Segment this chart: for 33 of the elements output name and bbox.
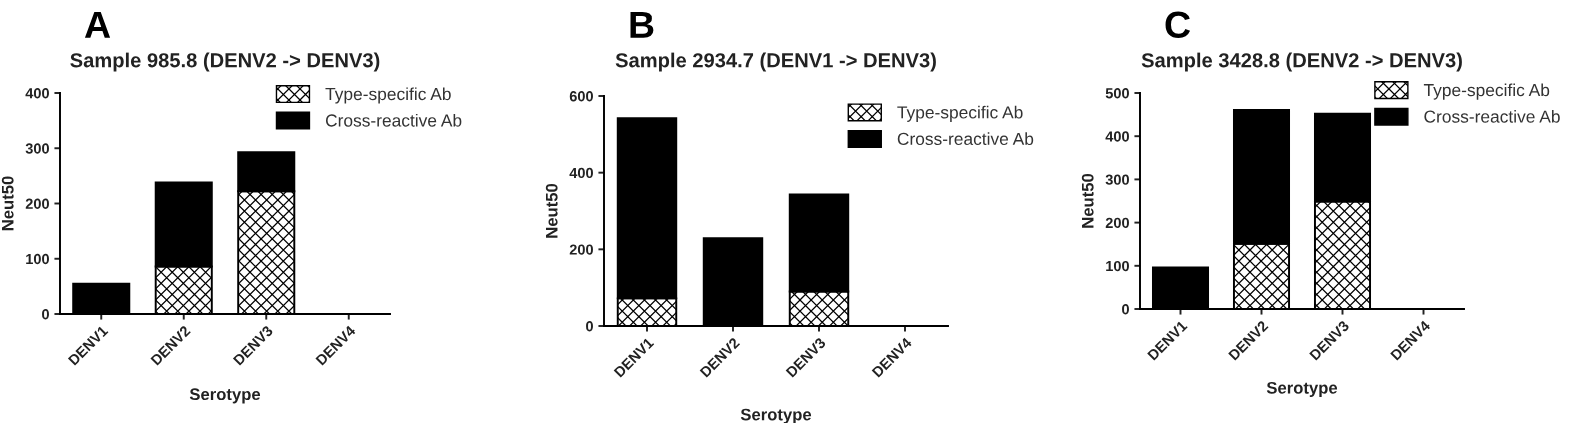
legend-label: Cross-reactive Ab (325, 113, 462, 127)
legend-label: Type-specific Ab (325, 87, 451, 104)
y-tick-label: 400 (569, 167, 593, 179)
y-tick-label: 400 (1105, 131, 1129, 142)
x-axis-title: Serotype (1266, 381, 1338, 398)
y-tick-label: 300 (1105, 174, 1129, 185)
y-axis-title: Neut50 (1081, 173, 1094, 228)
y-tick-label: 200 (25, 198, 49, 209)
y-tick-label: 400 (25, 88, 49, 99)
legend-label: Type-specific Ab (1423, 83, 1550, 100)
y-tick-label: 0 (586, 321, 593, 332)
y-axis-title: Neut50 (545, 183, 558, 238)
chart-subtitle: Sample 985.8 (DENV2 -> DENV3) (70, 52, 380, 72)
y-tick-label: 100 (1106, 260, 1129, 272)
chart-title: A (84, 11, 111, 38)
y-axis-title: Neut50 (1, 176, 14, 231)
y-tick-label: 100 (26, 253, 49, 265)
chart-title: B (630, 11, 654, 38)
chart-subtitle: Sample 3428.8 (DENV2 -> DENV3) (1141, 52, 1462, 72)
x-axis-title: Serotype (189, 388, 261, 404)
x-axis-title: Serotype (740, 408, 812, 423)
y-tick-label: 0 (42, 309, 49, 320)
legend-label: Cross-reactive Ab (1424, 109, 1560, 123)
chart-title: C (1165, 11, 1191, 39)
y-tick-label: 0 (1122, 304, 1129, 315)
chart-subtitle: Sample 2934.7 (DENV1 -> DENV3) (615, 52, 936, 72)
legend-label: Type-specific Ab (897, 105, 1023, 122)
y-tick-label: 200 (1105, 217, 1129, 229)
y-tick-label: 200 (569, 244, 593, 255)
legend-label: Cross-reactive Ab (897, 132, 1034, 146)
y-tick-label: 600 (569, 91, 593, 102)
y-tick-label: 300 (25, 143, 49, 154)
y-tick-label: 500 (1105, 88, 1129, 99)
